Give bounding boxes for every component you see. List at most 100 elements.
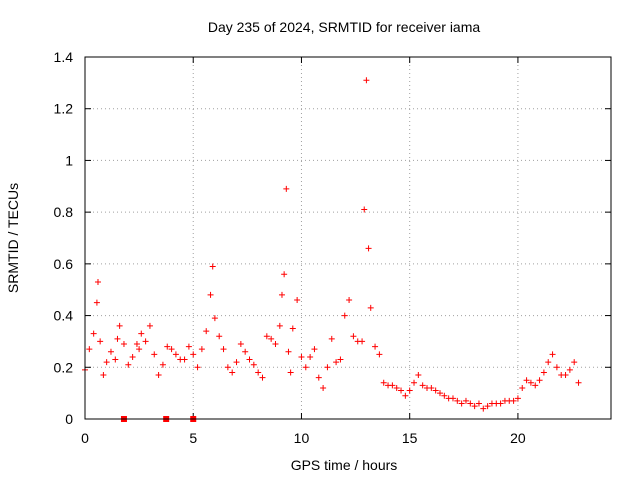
plot-frame <box>84 56 612 420</box>
data-point <box>125 361 132 368</box>
data-point <box>129 353 136 360</box>
y-tick-label: 1 <box>65 152 73 168</box>
data-point <box>389 382 396 389</box>
data-point <box>146 322 153 329</box>
data-point <box>120 341 127 348</box>
y-tick-label: 0.6 <box>54 256 74 272</box>
data-point <box>164 343 171 350</box>
data-point <box>168 346 175 353</box>
y-tick-label: 1.4 <box>54 49 74 65</box>
data-point <box>272 341 279 348</box>
data-point <box>350 333 357 340</box>
data-point <box>566 366 573 373</box>
data-points <box>82 77 582 422</box>
data-point <box>376 351 383 358</box>
data-point <box>281 271 288 278</box>
data-point <box>298 353 305 360</box>
data-point <box>480 405 487 412</box>
data-point <box>510 397 517 404</box>
data-point <box>449 395 456 402</box>
data-point <box>523 377 530 384</box>
x-tick-label: 20 <box>510 430 526 446</box>
data-point <box>333 359 340 366</box>
x-tick-label: 5 <box>189 430 197 446</box>
data-point <box>324 364 331 371</box>
data-point <box>159 361 166 368</box>
data-point <box>136 346 143 353</box>
data-point <box>278 291 285 298</box>
data-point <box>359 338 366 345</box>
data-point <box>151 351 158 358</box>
data-point <box>519 384 526 391</box>
data-point <box>458 400 465 407</box>
data-point <box>220 346 227 353</box>
data-point <box>211 315 218 322</box>
data-point <box>142 338 149 345</box>
data-point <box>367 304 374 311</box>
data-point <box>103 359 110 366</box>
data-point <box>97 338 104 345</box>
data-point <box>467 400 474 407</box>
data-point <box>441 392 448 399</box>
data-point <box>246 356 253 363</box>
x-tick-label: 15 <box>402 430 418 446</box>
data-point <box>294 297 301 304</box>
data-point <box>287 369 294 376</box>
data-point <box>497 400 504 407</box>
data-point <box>233 359 240 366</box>
tick-labels: 0 5 10 15 20 0 0.2 0.4 0.6 0.8 1 1.2 1.4 <box>54 49 526 446</box>
data-point <box>415 372 422 379</box>
data-point <box>428 384 435 391</box>
data-point <box>532 382 539 389</box>
data-point <box>337 356 344 363</box>
data-point <box>553 364 560 371</box>
data-point <box>216 333 223 340</box>
data-point <box>209 263 216 270</box>
y-tick-label: 0.2 <box>54 359 74 375</box>
data-point <box>86 346 93 353</box>
data-point <box>411 379 418 386</box>
data-point <box>112 356 119 363</box>
data-point <box>562 372 569 379</box>
data-point <box>328 335 335 342</box>
data-point <box>361 206 368 213</box>
data-point <box>276 322 283 329</box>
data-point <box>90 330 97 337</box>
data-point <box>224 364 231 371</box>
data-point <box>365 245 372 252</box>
data-point <box>419 382 426 389</box>
data-point <box>527 379 534 386</box>
data-point <box>549 351 556 358</box>
data-point <box>203 328 210 335</box>
data-point <box>540 369 547 376</box>
data-point <box>346 297 353 304</box>
data-point <box>320 384 327 391</box>
data-point <box>229 369 236 376</box>
data-point <box>285 348 292 355</box>
data-point <box>398 387 405 394</box>
data-point <box>237 341 244 348</box>
x-tick-label: 0 <box>81 430 89 446</box>
data-point <box>462 397 469 404</box>
data-point <box>307 353 314 360</box>
data-point <box>372 343 379 350</box>
data-point <box>536 377 543 384</box>
data-point <box>454 397 461 404</box>
data-point <box>185 343 192 350</box>
data-point <box>575 379 582 386</box>
y-tick-label: 0.8 <box>54 204 74 220</box>
data-point <box>432 387 439 394</box>
data-point <box>571 359 578 366</box>
data-point <box>114 335 121 342</box>
y-axis-label: SRMTID / TECUs <box>5 183 21 293</box>
data-point <box>181 356 188 363</box>
data-point <box>289 325 296 332</box>
data-point <box>190 351 197 358</box>
data-point <box>406 387 413 394</box>
grid <box>85 57 611 419</box>
x-tick-label: 10 <box>294 430 310 446</box>
data-point <box>315 374 322 381</box>
data-point <box>484 403 491 410</box>
data-point <box>436 390 443 397</box>
